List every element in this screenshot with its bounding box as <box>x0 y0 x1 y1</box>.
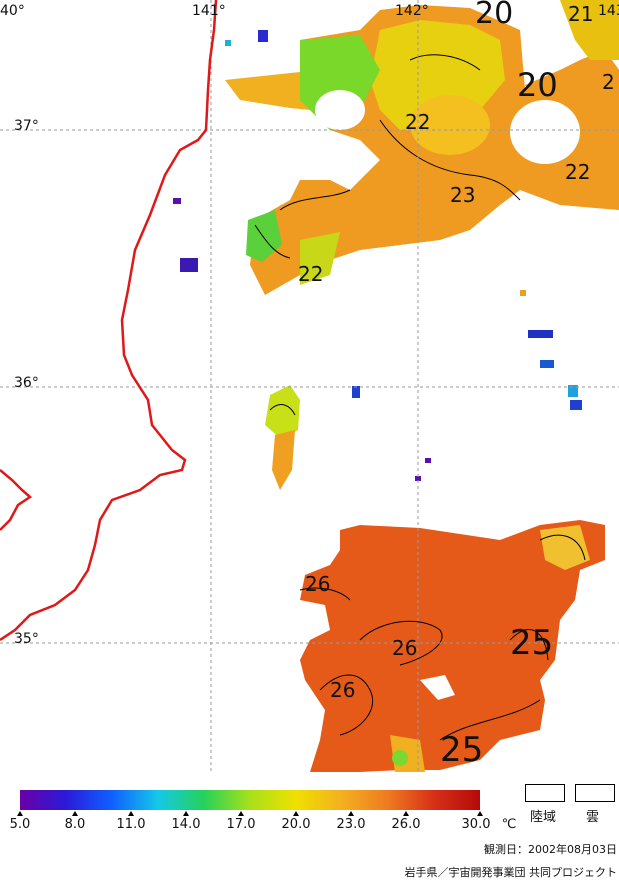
colorbar-tick-label: 17.0 <box>226 817 256 832</box>
land-legend-label: 陸域 <box>530 810 557 825</box>
lat-lon-grid <box>0 0 619 772</box>
contour-label: 2 <box>602 70 615 94</box>
cloud-legend-label: 雲 <box>586 810 600 825</box>
contour-label: 25 <box>440 730 484 770</box>
colorbar-tick-label: 23.0 <box>336 817 366 832</box>
colorbar-unit: ℃ <box>501 817 517 832</box>
colorbar-tick <box>477 811 483 816</box>
contour-label: 25 <box>510 623 554 663</box>
credit-text: 岩手県／宇宙開発事業団 共同プロジェクト <box>404 866 618 879</box>
colorbar-tick <box>17 811 23 816</box>
contour-lines <box>254 54 586 741</box>
lon-label: 142° <box>395 3 429 19</box>
coastline-inlet <box>0 469 33 531</box>
contour-label: 21 <box>568 2 594 26</box>
contour-label: 20 <box>475 0 514 31</box>
sst-field-south <box>300 520 605 772</box>
colorbar-tick-label: 20.0 <box>281 817 311 832</box>
contour-label: 22 <box>298 262 324 286</box>
contour-label: 26 <box>330 678 356 702</box>
lat-label: 35° <box>14 631 39 647</box>
lon-label: 141° <box>192 3 226 19</box>
contour-label: 22 <box>405 110 431 134</box>
colorbar-tick-label: 5.0 <box>9 817 31 832</box>
colorbar-tick-label: 11.0 <box>116 817 146 832</box>
colorbar-tick <box>348 811 354 816</box>
colorbar-tick <box>403 811 409 816</box>
colorbar-tick-label: 8.0 <box>64 817 86 832</box>
contour-label: 23 <box>450 183 476 207</box>
colorbar <box>20 790 480 810</box>
land-legend-box <box>525 784 565 802</box>
sst-map <box>0 0 619 772</box>
lat-label: 36° <box>14 375 39 391</box>
coastline <box>0 0 218 642</box>
colorbar-tick <box>293 811 299 816</box>
observation-date: 観測日：2002年08月03日 <box>484 843 617 856</box>
colorbar-tick-label: 14.0 <box>171 817 201 832</box>
sst-field-north <box>225 0 619 490</box>
colorbar-tick <box>183 811 189 816</box>
contour-label: 22 <box>565 160 591 184</box>
colorbar-tick-label: 26.0 <box>391 817 421 832</box>
colorbar-tick <box>128 811 134 816</box>
sst-noise-patches <box>173 30 582 481</box>
cloud-legend-box <box>575 784 615 802</box>
lat-label: 37° <box>14 118 39 134</box>
lon-label: 143 <box>598 3 619 19</box>
contour-label: 26 <box>305 572 331 596</box>
contour-label: 26 <box>392 636 418 660</box>
colorbar-tick <box>72 811 78 816</box>
lon-label: 40° <box>0 3 25 19</box>
colorbar-tick-label: 30.0 <box>461 817 491 832</box>
contour-label: 20 <box>517 66 558 104</box>
colorbar-tick <box>238 811 244 816</box>
